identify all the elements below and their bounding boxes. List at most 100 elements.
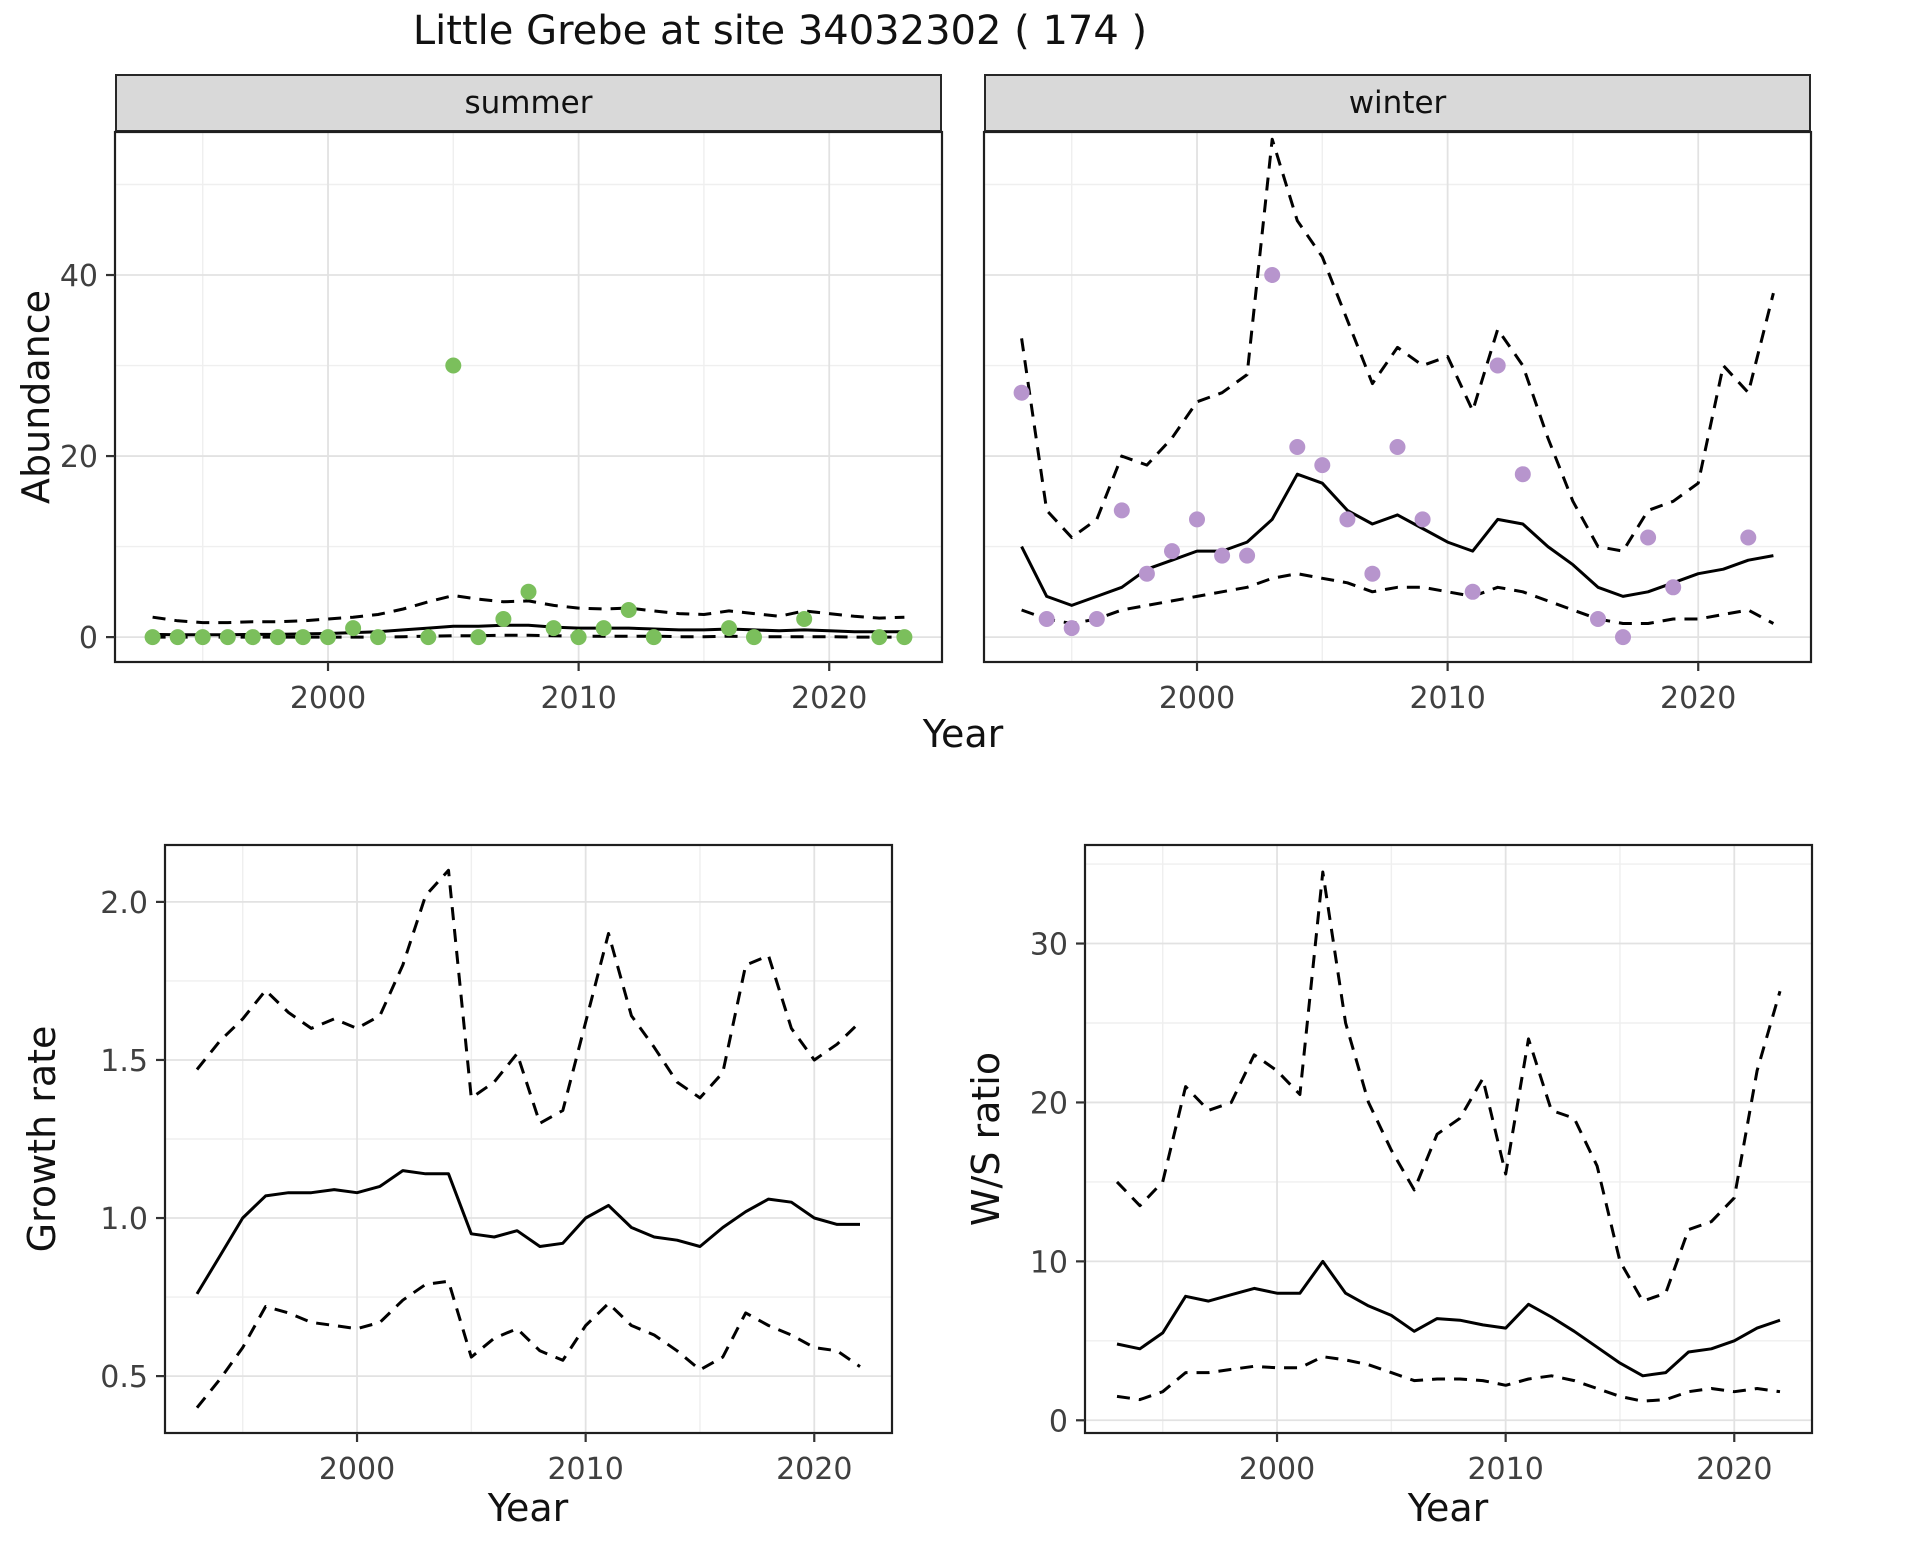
data-point xyxy=(495,611,512,627)
y-axis: 0.5 1.0 1.5 2.0 xyxy=(100,886,165,1395)
grid-minor xyxy=(115,132,942,662)
ws-ratio-panel: 2000 2010 2020 0 10 20 30 xyxy=(1000,833,1827,1503)
data-point xyxy=(721,620,737,637)
data-point xyxy=(796,611,813,627)
x-axis: 2000 2010 2020 xyxy=(1159,662,1736,716)
y-axis: 0 10 20 30 xyxy=(1030,928,1085,1439)
abundance-winter-canvas: 2000 2010 2020 xyxy=(982,130,1813,716)
data-point xyxy=(445,357,462,374)
abundance-winter-panel: 2000 2010 2020 xyxy=(972,120,1826,732)
data-point xyxy=(1113,502,1130,519)
data-point xyxy=(1214,547,1231,564)
grid-minor xyxy=(165,845,892,1433)
data-point xyxy=(1514,466,1531,483)
x-tick-label: 2010 xyxy=(540,681,616,716)
data-point xyxy=(1038,611,1055,627)
x-tick-label: 2020 xyxy=(1696,1452,1772,1487)
data-point xyxy=(269,629,286,646)
lower-confidence-line xyxy=(152,633,905,639)
abundance-summer-canvas: 2000 2010 2020 0 20 40 xyxy=(60,130,944,716)
x-tick-label: 2020 xyxy=(776,1452,852,1487)
data-point xyxy=(1364,565,1381,582)
data-point xyxy=(570,629,587,646)
data-point xyxy=(1414,511,1431,528)
data-point xyxy=(1590,611,1606,627)
data-point xyxy=(1665,579,1682,596)
panel-background xyxy=(115,132,942,662)
x-tick-label: 2010 xyxy=(1467,1452,1543,1487)
grid-major xyxy=(1085,845,1812,1433)
data-point xyxy=(896,629,913,646)
x-tick-label: 2000 xyxy=(290,681,366,716)
facet-label-summer: summer xyxy=(464,85,593,121)
data-point xyxy=(1640,529,1657,546)
panel-background xyxy=(1085,845,1812,1433)
x-tick-label: 2020 xyxy=(1660,681,1736,716)
x-tick-label: 2000 xyxy=(1239,1452,1315,1487)
grid-major xyxy=(115,132,942,662)
panel-border xyxy=(163,843,894,1435)
y-axis-label-ws-ratio: W/S ratio xyxy=(964,1051,1008,1227)
grid-minor xyxy=(984,132,1811,662)
data-point xyxy=(144,629,161,646)
lower-confidence-line xyxy=(195,1279,861,1409)
facet-label-winter: winter xyxy=(1348,85,1447,121)
x-tick-label: 2000 xyxy=(319,1452,395,1487)
x-tick-label: 2000 xyxy=(1159,681,1235,716)
y-axis: 0 20 40 xyxy=(60,259,115,656)
y-tick-label: 20 xyxy=(60,440,98,475)
y-tick-label: 40 xyxy=(60,259,98,294)
x-tick-label: 2020 xyxy=(791,681,867,716)
upper-confidence-line xyxy=(195,868,862,1125)
ws-ratio-canvas: 2000 2010 2020 0 10 20 30 xyxy=(1030,843,1814,1487)
panel-border xyxy=(1083,843,1814,1435)
x-axis: 2000 2010 2020 xyxy=(1239,1433,1772,1487)
data-point xyxy=(470,629,487,646)
data-point xyxy=(1189,511,1205,528)
data-point xyxy=(1239,547,1256,564)
data-point xyxy=(320,629,336,646)
data-point xyxy=(1464,583,1481,600)
data-point xyxy=(1264,267,1281,283)
data-point xyxy=(295,629,311,646)
data-point xyxy=(1289,439,1306,455)
x-axis-label-year-top: Year xyxy=(922,712,1004,756)
x-tick-label: 2010 xyxy=(547,1452,623,1487)
data-point xyxy=(370,629,387,646)
lower-confidence-line xyxy=(1116,1355,1781,1403)
data-point xyxy=(1063,620,1080,637)
data-point xyxy=(1013,384,1030,401)
data-point xyxy=(871,629,888,646)
facet-strip-summer: summer xyxy=(115,74,942,132)
data-point xyxy=(169,629,186,646)
observed-counts-summer xyxy=(144,357,913,646)
y-tick-label: 1.0 xyxy=(100,1202,148,1237)
x-axis-label-year-ws: Year xyxy=(1407,1486,1489,1530)
lower-confidence-line xyxy=(1021,572,1775,625)
growth-rate-panel: 2000 2010 2020 0.5 1.0 1.5 2.0 xyxy=(80,833,907,1503)
data-point xyxy=(194,629,211,646)
y-axis-label-abundance: Abundance xyxy=(14,289,58,505)
y-tick-label: 30 xyxy=(1030,928,1068,963)
data-point xyxy=(1389,439,1406,455)
data-point xyxy=(1339,511,1356,528)
x-axis: 2000 2010 2020 xyxy=(319,1433,852,1487)
data-point xyxy=(420,629,437,646)
data-point xyxy=(746,629,762,646)
growth-rate-canvas: 2000 2010 2020 0.5 1.0 1.5 2.0 xyxy=(100,843,894,1487)
data-point xyxy=(595,620,612,637)
abundance-summer-panel: 2000 2010 2020 0 20 40 xyxy=(30,120,957,732)
model-estimate-line xyxy=(195,1169,860,1295)
upper-confidence-line xyxy=(1020,137,1775,553)
data-point xyxy=(1138,565,1155,582)
panel-background xyxy=(984,132,1811,662)
data-point xyxy=(1615,629,1631,646)
y-tick-label: 1.5 xyxy=(100,1044,148,1079)
y-tick-label: 2.0 xyxy=(100,886,148,921)
panel-border xyxy=(982,130,1813,664)
y-axis-label-growth-rate: Growth rate xyxy=(20,1025,64,1253)
model-estimate-line xyxy=(1116,1259,1781,1378)
y-tick-label: 0.5 xyxy=(100,1360,148,1395)
data-point xyxy=(1088,611,1105,627)
